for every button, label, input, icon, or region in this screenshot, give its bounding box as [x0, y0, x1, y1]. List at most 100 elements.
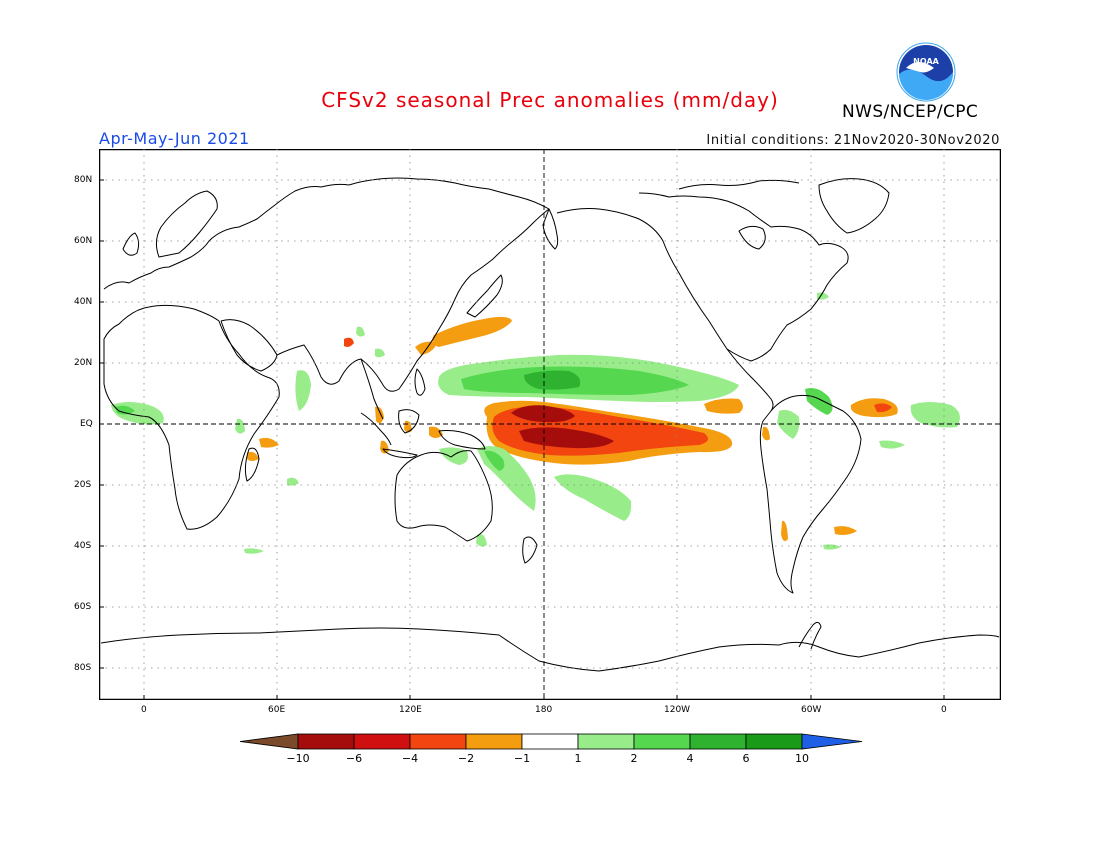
lat-label-40n: 40N [74, 297, 93, 307]
coast-greenland [818, 178, 890, 234]
colorbar-label: −10 [286, 752, 309, 765]
colorbar-label: 1 [575, 752, 582, 765]
coast-japan [466, 274, 503, 318]
logo-text: NOAA [913, 57, 939, 66]
dry-anomaly-indonesia-1 [375, 406, 384, 424]
initial-conditions-label: Initial conditions: 21Nov2020-30Nov2020 [706, 133, 1000, 148]
coast-java [382, 448, 418, 459]
coast-arabia [220, 319, 278, 372]
wet-anomaly-equatorial-atlantic [910, 402, 960, 428]
wet-anomaly-mid-atlantic [879, 440, 905, 449]
wet-anomaly-south-africa [287, 477, 299, 486]
colorbar-label: −4 [402, 752, 418, 765]
wet-anomaly-india-east [375, 348, 385, 358]
colorbar-box [577, 733, 635, 750]
colorbar-label: −1 [514, 752, 530, 765]
anomaly-shading [111, 292, 960, 554]
colorbar-box [465, 733, 523, 750]
dry-anomaly-darkred-pacific-1 [511, 405, 575, 423]
colorbar-labels: −10 −6 −4 −2 −1 1 2 4 6 10 [286, 752, 809, 765]
coast-arctic-islands [678, 179, 800, 190]
dry-anomaly-chile [781, 520, 788, 542]
wet-anomaly-bay-bengal [356, 326, 365, 337]
wet-anomaly-south-pacific [554, 474, 632, 521]
lat-label-20n: 20N [74, 358, 93, 368]
lon-label-60w: 60W [801, 705, 822, 715]
coast-north-america [556, 192, 849, 362]
wet-anomaly-australia-south [476, 534, 487, 547]
colorbar-box [409, 733, 467, 750]
colorbar-box [297, 733, 355, 750]
colorbar-label: 2 [631, 752, 638, 765]
wet-anomaly-brazil-north [805, 388, 833, 415]
colorbar-label: −2 [458, 752, 474, 765]
graticule [99, 149, 1001, 700]
coast-europe [103, 183, 350, 290]
colorbar-legend: −10 −6 −4 −2 −1 1 2 4 6 10 [239, 733, 863, 765]
colorbar-box [633, 733, 691, 750]
dry-anomaly-china [415, 341, 437, 355]
colorbar-label: −6 [346, 752, 362, 765]
coast-antarctic-peninsula [798, 621, 822, 650]
wet-anomaly-north-pacific-dark [524, 370, 581, 390]
colorbar-box [521, 733, 579, 750]
coast-australia [394, 450, 493, 542]
lon-label-120w: 120W [664, 705, 691, 715]
coast-britain [122, 232, 140, 256]
lat-label-60n: 60N [74, 236, 93, 246]
lon-label-0-east: 0 [941, 705, 947, 715]
dry-anomaly-indonesia-2 [380, 440, 389, 454]
ticks [99, 179, 945, 700]
wet-anomaly-indian-west [295, 370, 311, 411]
dry-anomaly-atlantic [850, 398, 898, 418]
coast-malay [360, 358, 384, 420]
colorbar-label: 10 [795, 752, 809, 765]
colorbar-label: 6 [743, 752, 750, 765]
dry-anomaly-south-atlantic [834, 526, 857, 535]
colorbar-arrow-low [239, 733, 299, 750]
lat-label-80s: 80S [74, 663, 92, 673]
coast-philippines [414, 368, 426, 396]
equator-dateline [99, 149, 1001, 700]
dry-anomaly-caribbean [704, 398, 743, 414]
map-title: CFSv2 seasonal Prec anomalies (mm/day) [321, 88, 779, 112]
noaa-logo: NOAA [896, 42, 956, 102]
dry-anomaly-peru [762, 426, 770, 441]
lat-label-20s: 20S [74, 480, 92, 490]
coast-hudson [738, 225, 766, 250]
colorbar-boxes [239, 733, 863, 750]
dry-anomaly-africa-east [259, 437, 279, 448]
lat-label-80n: 80N [74, 175, 93, 185]
coast-scandinavia [155, 190, 218, 258]
dry-anomaly-darkred-pacific-2 [519, 427, 614, 449]
coast-africa [103, 304, 280, 530]
coast-central-america [726, 348, 774, 412]
coast-sumatra [360, 412, 392, 446]
dry-anomaly-india-north [344, 337, 354, 347]
precip-anomaly-map [99, 149, 1001, 700]
coast-madagascar [244, 447, 260, 482]
lon-label-120e: 120E [399, 705, 422, 715]
coast-south-america [759, 394, 862, 594]
coastlines [100, 177, 1000, 672]
coast-kamchatka [542, 208, 559, 250]
coast-new-guinea [438, 430, 486, 450]
dry-anomaly-atlantic-core [874, 403, 892, 413]
colorbar-box [745, 733, 803, 750]
agency-label: NWS/NCEP/CPC [842, 102, 979, 122]
dry-anomaly-indonesia-3 [429, 426, 443, 438]
lon-label-60e: 60E [268, 705, 286, 715]
coast-antarctica [100, 627, 1000, 672]
dry-anomaly-japan [432, 316, 512, 347]
colorbar-label: 4 [687, 752, 694, 765]
season-label: Apr-May-Jun 2021 [99, 129, 250, 148]
lon-label-0: 0 [141, 705, 147, 715]
lat-label-eq: EQ [80, 419, 93, 429]
lat-label-60s: 60S [74, 602, 92, 612]
wet-anomaly-indian-south [244, 548, 264, 554]
lon-label-180: 180 [535, 705, 553, 715]
wet-anomaly-spcz-core [484, 450, 505, 471]
wet-anomaly-east-africa [235, 418, 245, 434]
lat-label-40s: 40S [74, 541, 92, 551]
colorbar-box [689, 733, 747, 750]
